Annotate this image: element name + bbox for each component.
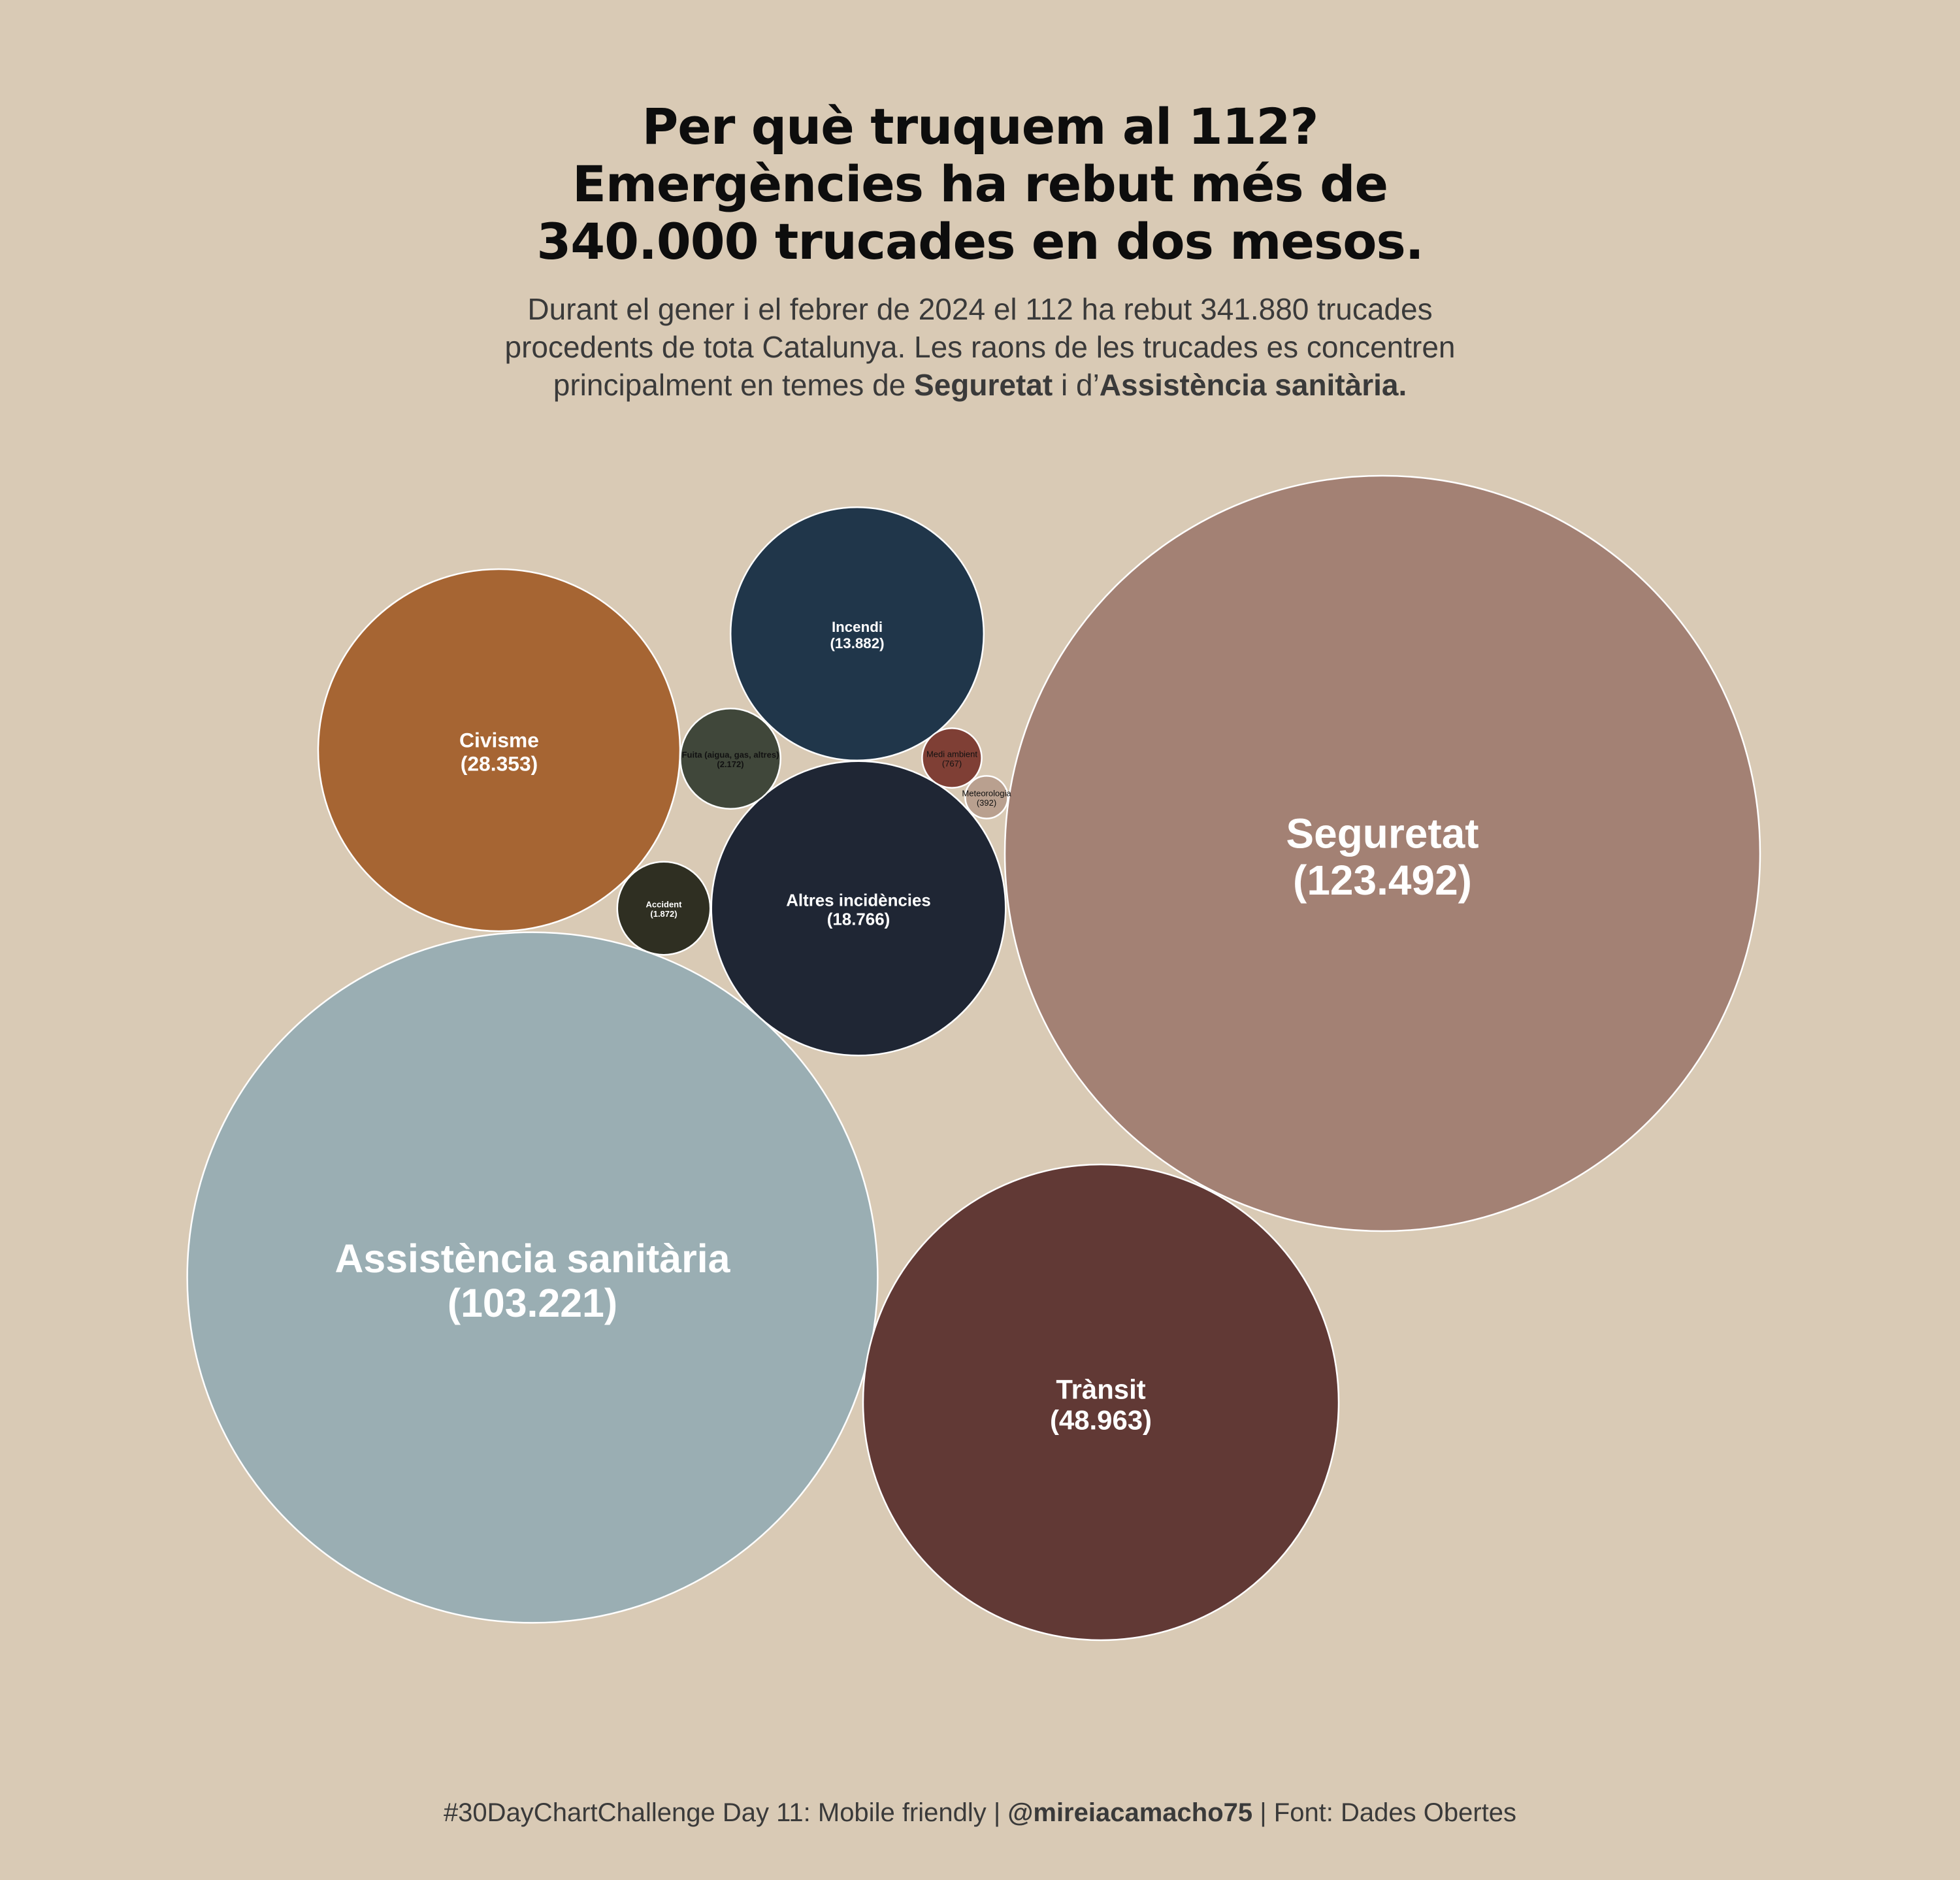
bubble-label: Assistència sanitària <box>335 1236 731 1281</box>
title-line-3: 340.000 trucades en dos mesos. <box>536 212 1424 271</box>
bubble-circle <box>862 1163 1340 1641</box>
bubble-assistencia-sanitaria: Assistència sanitària(103.221) <box>186 931 879 1624</box>
bubble-circle <box>679 708 781 810</box>
footer-source: | Font: Dades Obertes <box>1252 1798 1517 1827</box>
chart-subtitle: Durant el gener i el febrer de 2024 el 1… <box>0 290 1960 404</box>
bubble-label: Altres incidències <box>786 892 931 910</box>
bubble-value-label: (48.963) <box>1050 1404 1152 1435</box>
bubble-label: Civisme <box>459 729 539 752</box>
bubble-value-label: (392) <box>977 798 996 808</box>
bubble-value-label: (767) <box>942 759 962 768</box>
bubble-value-label: (2.172) <box>717 759 743 769</box>
bubble-value-label: (28.353) <box>461 751 538 775</box>
bubble-fuita-aigua-gas-altres: Fuita (aigua, gas, altres)(2.172) <box>679 708 781 810</box>
subtitle-highlight-seguretat: Seguretat <box>914 368 1053 402</box>
subtitle-line-1: Durant el gener i el febrer de 2024 el 1… <box>527 292 1433 326</box>
bubble-transit: Trànsit(48.963) <box>862 1163 1340 1641</box>
bubble-label: Trànsit <box>1056 1374 1145 1404</box>
bubble-label: Incendi <box>832 619 883 635</box>
subtitle-line-2: procedents de tota Catalunya. Les raons … <box>504 330 1456 364</box>
bubble-label: Fuita (aigua, gas, altres) <box>682 750 779 759</box>
bubble-label: Medi ambient <box>926 749 977 759</box>
bubble-value-label: (103.221) <box>448 1281 617 1325</box>
bubble-circle <box>616 861 711 956</box>
footer-text: #30DayChartChallenge Day 11: Mobile frie… <box>443 1798 1008 1827</box>
subtitle-text: principalment en temes de <box>553 368 915 402</box>
footer-handle: @mireiacamacho75 <box>1007 1798 1253 1827</box>
bubble-incendi: Incendi(13.882) <box>729 506 985 762</box>
bubble-meteorologia: Meteorologia(392) <box>962 775 1011 819</box>
bubble-civisme: Civisme(28.353) <box>317 568 681 932</box>
footer-credits: #30DayChartChallenge Day 11: Mobile frie… <box>0 1798 1960 1828</box>
bubble-circle <box>317 568 681 932</box>
chart-title: Per què truquem al 112? Emergències ha r… <box>0 98 1960 271</box>
subtitle-text: i d’ <box>1053 368 1100 402</box>
bubble-circle <box>1004 474 1761 1232</box>
bubble-value-label: (1.872) <box>650 909 677 919</box>
bubble-altres-incidencies: Altres incidències(18.766) <box>710 760 1007 1057</box>
bubble-seguretat: Seguretat(123.492) <box>1004 474 1761 1232</box>
bubble-value-label: (13.882) <box>830 635 884 651</box>
bubble-value-label: (18.766) <box>827 911 890 929</box>
bubble-circle <box>729 506 985 762</box>
bubble-accident: Accident(1.872) <box>616 861 711 956</box>
bubble-circle <box>964 775 1009 819</box>
bubble-label: Meteorologia <box>962 788 1011 798</box>
bubble-circle <box>921 727 983 789</box>
bubble-medi-ambient: Medi ambient(767) <box>921 727 983 789</box>
bubble-label: Accident <box>646 899 683 909</box>
title-line-2: Emergències ha rebut més de <box>572 155 1388 213</box>
subtitle-line-3: principalment en temes de Seguretat i d’… <box>0 366 1960 404</box>
bubble-label: Seguretat <box>1286 810 1478 857</box>
title-line-1: Per què truquem al 112? <box>642 97 1319 156</box>
subtitle-highlight-assistencia: Assistència sanitària. <box>1099 368 1407 402</box>
bubble-circle <box>186 931 879 1624</box>
bubble-value-label: (123.492) <box>1293 857 1472 904</box>
